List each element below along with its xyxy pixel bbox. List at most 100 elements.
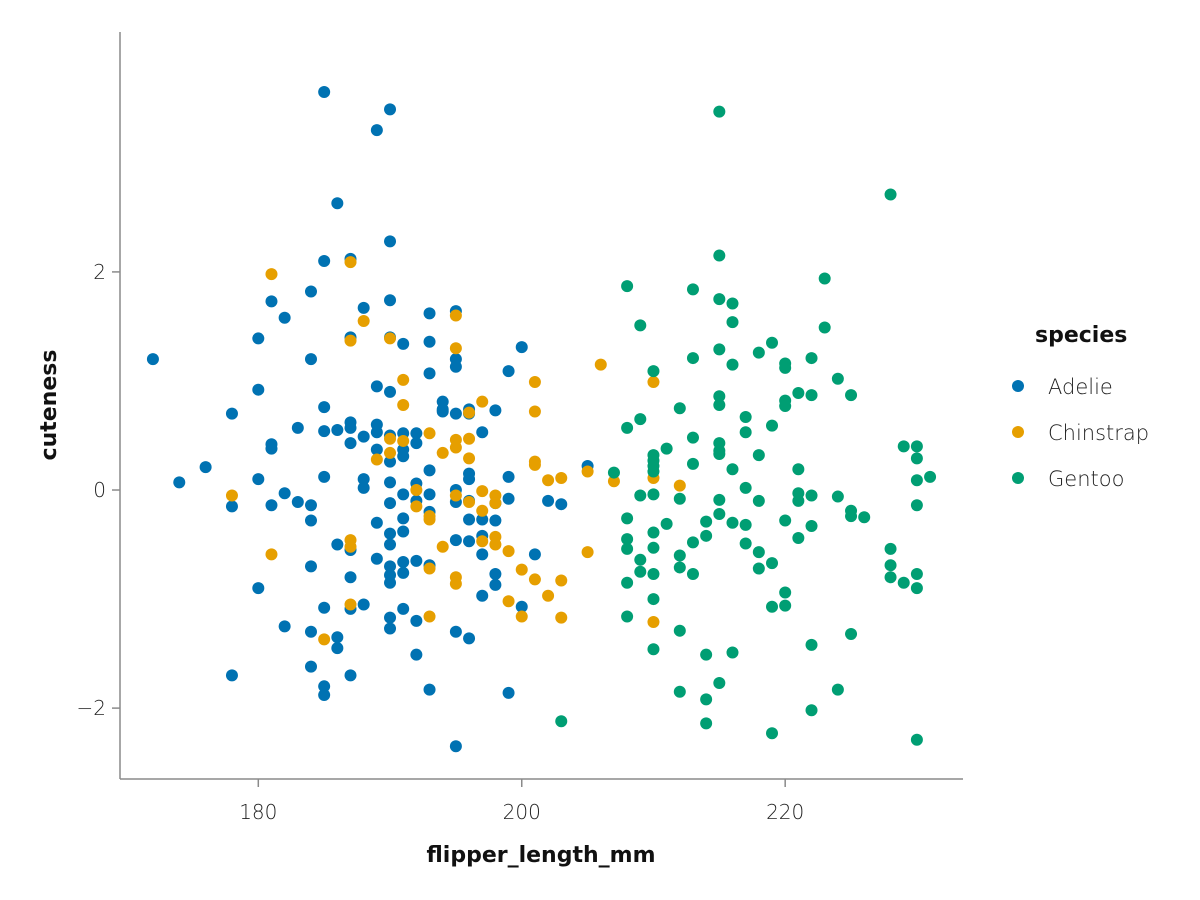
point-gentoo — [766, 336, 779, 349]
point-gentoo — [700, 648, 713, 661]
point-chinstrap — [489, 538, 502, 551]
point-adelie — [515, 341, 528, 354]
point-gentoo — [752, 346, 765, 359]
point-gentoo — [739, 426, 752, 439]
point-gentoo — [739, 518, 752, 531]
point-gentoo — [766, 600, 779, 613]
point-gentoo — [884, 571, 897, 584]
point-gentoo — [621, 421, 634, 434]
point-chinstrap — [344, 540, 357, 553]
legend-item-adelie: Adelie — [1012, 375, 1113, 399]
x-tick-label: 180 — [239, 800, 277, 824]
point-chinstrap — [344, 334, 357, 347]
point-gentoo — [634, 319, 647, 332]
point-chinstrap — [476, 395, 489, 408]
x-tick-label: 200 — [503, 800, 541, 824]
point-gentoo — [752, 494, 765, 507]
point-chinstrap — [463, 496, 476, 509]
point-gentoo — [647, 541, 660, 554]
point-chinstrap — [555, 574, 568, 587]
point-gentoo — [766, 557, 779, 570]
point-gentoo — [792, 463, 805, 476]
point-chinstrap — [423, 513, 436, 526]
point-gentoo — [726, 463, 739, 476]
point-chinstrap — [515, 610, 528, 623]
point-adelie — [384, 476, 397, 489]
point-adelie — [397, 566, 410, 579]
point-adelie — [370, 516, 383, 529]
point-adelie — [357, 301, 370, 314]
legend-title: species — [1035, 323, 1127, 348]
point-adelie — [423, 367, 436, 380]
point-adelie — [423, 335, 436, 348]
legend-label: Adelie — [1048, 375, 1113, 399]
x-axis-ticks: 180 200 220 — [239, 779, 804, 824]
point-chinstrap — [607, 475, 620, 488]
point-adelie — [370, 380, 383, 393]
point-gentoo — [673, 402, 686, 415]
point-adelie — [370, 124, 383, 137]
point-adelie — [173, 476, 186, 489]
point-gentoo — [713, 398, 726, 411]
point-adelie — [357, 598, 370, 611]
point-chinstrap — [423, 427, 436, 440]
point-chinstrap — [318, 633, 331, 646]
point-adelie — [463, 632, 476, 645]
point-adelie — [291, 496, 304, 509]
point-chinstrap — [528, 405, 541, 418]
point-gentoo — [621, 542, 634, 555]
point-adelie — [423, 683, 436, 696]
point-adelie — [502, 470, 515, 483]
point-adelie — [410, 427, 423, 440]
point-adelie — [278, 620, 291, 633]
point-chinstrap — [647, 615, 660, 628]
point-chinstrap — [397, 434, 410, 447]
point-gentoo — [792, 386, 805, 399]
point-gentoo — [634, 413, 647, 426]
point-gentoo — [726, 358, 739, 371]
point-adelie — [304, 514, 317, 527]
point-gentoo — [805, 638, 818, 651]
point-adelie — [357, 481, 370, 494]
point-adelie — [225, 407, 238, 420]
point-gentoo — [766, 727, 779, 740]
point-adelie — [502, 686, 515, 699]
point-gentoo — [739, 481, 752, 494]
point-chinstrap — [357, 314, 370, 327]
plot-area — [146, 85, 937, 753]
point-adelie — [278, 487, 291, 500]
point-gentoo — [726, 297, 739, 310]
point-gentoo — [792, 531, 805, 544]
point-chinstrap — [581, 465, 594, 478]
point-adelie — [384, 538, 397, 551]
point-gentoo — [647, 526, 660, 539]
point-chinstrap — [265, 268, 278, 281]
point-adelie — [449, 360, 462, 373]
point-gentoo — [845, 627, 858, 640]
point-gentoo — [779, 514, 792, 527]
y-tick-label: −2 — [77, 696, 106, 720]
point-chinstrap — [225, 489, 238, 502]
legend-marker — [1012, 380, 1024, 392]
point-gentoo — [700, 693, 713, 706]
point-adelie — [318, 255, 331, 268]
point-chinstrap — [502, 595, 515, 608]
point-gentoo — [845, 510, 858, 523]
point-adelie — [384, 622, 397, 635]
point-adelie — [384, 527, 397, 540]
point-adelie — [344, 669, 357, 682]
point-chinstrap — [528, 458, 541, 471]
point-gentoo — [845, 389, 858, 402]
point-adelie — [357, 473, 370, 486]
point-gentoo — [673, 685, 686, 698]
point-gentoo — [910, 567, 923, 580]
point-chinstrap — [265, 548, 278, 561]
point-chinstrap — [423, 562, 436, 575]
point-adelie — [476, 513, 489, 526]
point-adelie — [370, 552, 383, 565]
point-gentoo — [858, 511, 871, 524]
point-adelie — [489, 514, 502, 527]
point-adelie — [449, 625, 462, 638]
point-gentoo — [752, 449, 765, 462]
point-gentoo — [897, 440, 910, 453]
